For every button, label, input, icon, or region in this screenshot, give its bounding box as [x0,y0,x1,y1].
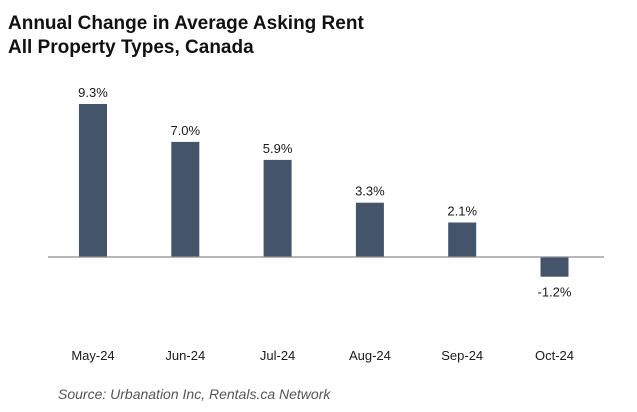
chart-title-line-1: Annual Change in Average Asking Rent [8,13,364,34]
chart-title: Annual Change in Average Asking Rent All… [8,12,364,60]
x-tick-label-oct-24: Oct-24 [535,348,574,363]
x-tick-label-may-24: May-24 [71,348,114,363]
data-label-jul-24: 5.9% [263,141,293,156]
source-note: Source: Urbanation Inc, Rentals.ca Netwo… [58,386,331,402]
chart-title-line-2: All Property Types, Canada [8,37,254,58]
data-label-jun-24: 7.0% [170,123,200,138]
bar-jul-24 [263,159,292,257]
bar-sep-24 [448,222,477,257]
bar-jun-24 [171,141,200,257]
x-tick-label-jun-24: Jun-24 [165,348,205,363]
data-label-oct-24: -1.2% [538,285,572,300]
x-tick-label-sep-24: Sep-24 [441,348,483,363]
x-tick-label-jul-24: Jul-24 [260,348,295,363]
data-label-aug-24: 3.3% [355,184,385,199]
bar-aug-24 [355,202,384,257]
data-label-sep-24: 2.1% [447,204,477,219]
data-label-may-24: 9.3% [78,85,108,100]
bar-oct-24 [540,257,569,277]
x-tick-label-aug-24: Aug-24 [349,348,391,363]
bar-may-24 [79,104,107,257]
bar-chart: 9.3% May-24 7.0% Jun-24 5.9% Jul-24 3.3% Aug-24… [48,85,604,363]
